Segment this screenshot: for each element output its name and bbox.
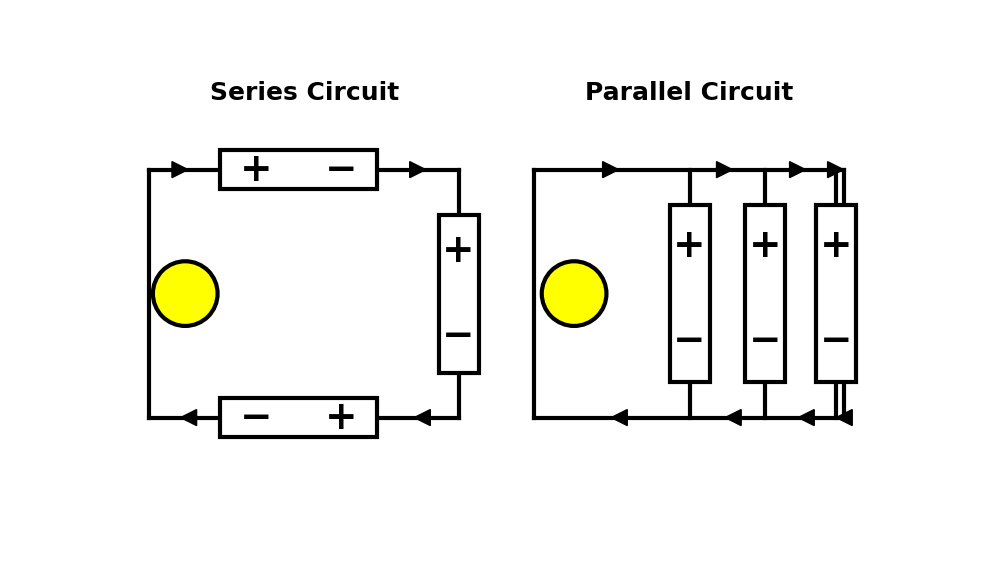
Bar: [220, 398, 377, 437]
Polygon shape: [172, 162, 188, 178]
Circle shape: [153, 261, 218, 326]
Circle shape: [542, 261, 606, 326]
Text: +: +: [325, 399, 357, 437]
Text: Series Circuit: Series Circuit: [210, 81, 399, 105]
Bar: [745, 205, 785, 382]
Bar: [439, 215, 479, 372]
Polygon shape: [717, 162, 733, 178]
Bar: [670, 205, 710, 382]
Text: −: −: [325, 151, 357, 189]
Polygon shape: [181, 410, 197, 426]
Polygon shape: [828, 162, 844, 178]
Text: +: +: [673, 227, 706, 265]
Polygon shape: [836, 410, 852, 426]
Text: −: −: [673, 323, 706, 360]
Polygon shape: [410, 162, 426, 178]
Text: +: +: [820, 227, 852, 265]
Bar: [816, 205, 856, 382]
Polygon shape: [611, 410, 627, 426]
Text: −: −: [442, 317, 475, 355]
Text: −: −: [240, 399, 272, 437]
Text: +: +: [749, 227, 781, 265]
Text: −: −: [820, 323, 852, 360]
Text: +: +: [442, 232, 475, 270]
Text: Parallel Circuit: Parallel Circuit: [585, 81, 794, 105]
Polygon shape: [725, 410, 741, 426]
Polygon shape: [798, 410, 814, 426]
Polygon shape: [414, 410, 430, 426]
Text: +: +: [240, 151, 272, 189]
Polygon shape: [603, 162, 619, 178]
Bar: [220, 150, 377, 189]
Text: −: −: [749, 323, 781, 360]
Polygon shape: [790, 162, 806, 178]
